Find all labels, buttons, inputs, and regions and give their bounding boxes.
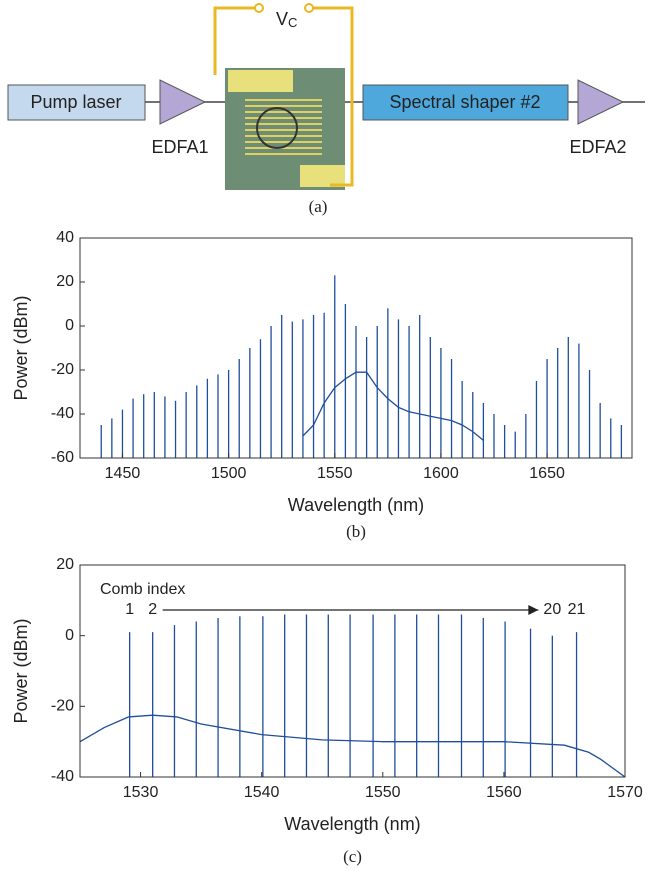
x-tick-label: 1530 (123, 784, 159, 801)
comb-index: 21 (568, 601, 586, 618)
arrow-head (528, 605, 539, 615)
pedestal-line (79, 714, 626, 778)
edfa1-label: EDFA1 (151, 137, 208, 157)
microring (256, 107, 298, 149)
plot-frame (79, 564, 626, 778)
edfa1-icon (159, 79, 207, 125)
pump-box (7, 84, 146, 121)
edfa2-label: EDFA2 (569, 137, 626, 157)
comb-index: 2 (148, 601, 157, 618)
wire (313, 6, 354, 187)
wire (213, 6, 255, 75)
comb-index: 20 (543, 601, 561, 618)
x-axis-title: Wavelength (nm) (288, 495, 424, 515)
shaper-label: Spectral shaper #2 (389, 92, 540, 112)
comb-index: 1 (125, 601, 134, 618)
voltage-sub: C (288, 15, 297, 30)
voltage-label: VC (276, 9, 297, 31)
y-axis-title: Power (dBm) (11, 295, 31, 400)
caption: (a) (309, 197, 328, 216)
y-tick-label: 20 (56, 273, 74, 290)
shaper-box (362, 84, 569, 121)
plot-frame (79, 237, 633, 459)
voltage: V (276, 9, 288, 29)
y-axis-title: Power (dBm) (11, 618, 31, 723)
chart: -40 -20 0 20 1530 1540 1550 1560 1570 Wavelength … (11, 556, 643, 866)
x-tick-label: 1550 (365, 784, 401, 801)
setup-diagram: Pump laser EDFA1 VC Spectral shaper #2 E… (7, 3, 645, 216)
caption: (c) (343, 847, 362, 866)
pad (228, 70, 293, 92)
terminal (254, 3, 264, 13)
x-tick-label: 1600 (423, 465, 459, 482)
pump-label: Pump laser (30, 92, 121, 112)
x-tick-label: 1540 (244, 784, 280, 801)
y-tick-label: 20 (56, 556, 74, 573)
caption: (b) (346, 522, 366, 541)
y-tick-label: -20 (51, 698, 74, 715)
y-tick-label: 0 (65, 317, 74, 334)
x-tick-label: 1570 (607, 784, 643, 801)
y-tick-label: -20 (51, 361, 74, 378)
heater (245, 99, 322, 155)
pedestal-line (302, 371, 484, 441)
terminal (304, 3, 314, 13)
edfa2-icon (577, 79, 625, 125)
y-tick-label: 40 (56, 229, 74, 246)
pad (300, 165, 345, 187)
x-tick-label: 1450 (105, 465, 141, 482)
y-tick-label: -60 (51, 449, 74, 466)
annotation: Comb index (100, 581, 185, 598)
y-tick-label: 0 (65, 627, 74, 644)
x-tick-label: 1550 (317, 465, 353, 482)
chart: -60 -40 -20 0 20 40 1450 1500 1550 1600 1650 Wavele… (11, 229, 633, 541)
x-tick-label: 1500 (211, 465, 247, 482)
y-tick-label: -40 (51, 405, 74, 422)
x-axis-title: Wavelength (nm) (284, 814, 420, 834)
y-tick-label: -40 (51, 768, 74, 785)
x-tick-label: 1650 (529, 465, 565, 482)
x-tick-label: 1560 (486, 784, 522, 801)
